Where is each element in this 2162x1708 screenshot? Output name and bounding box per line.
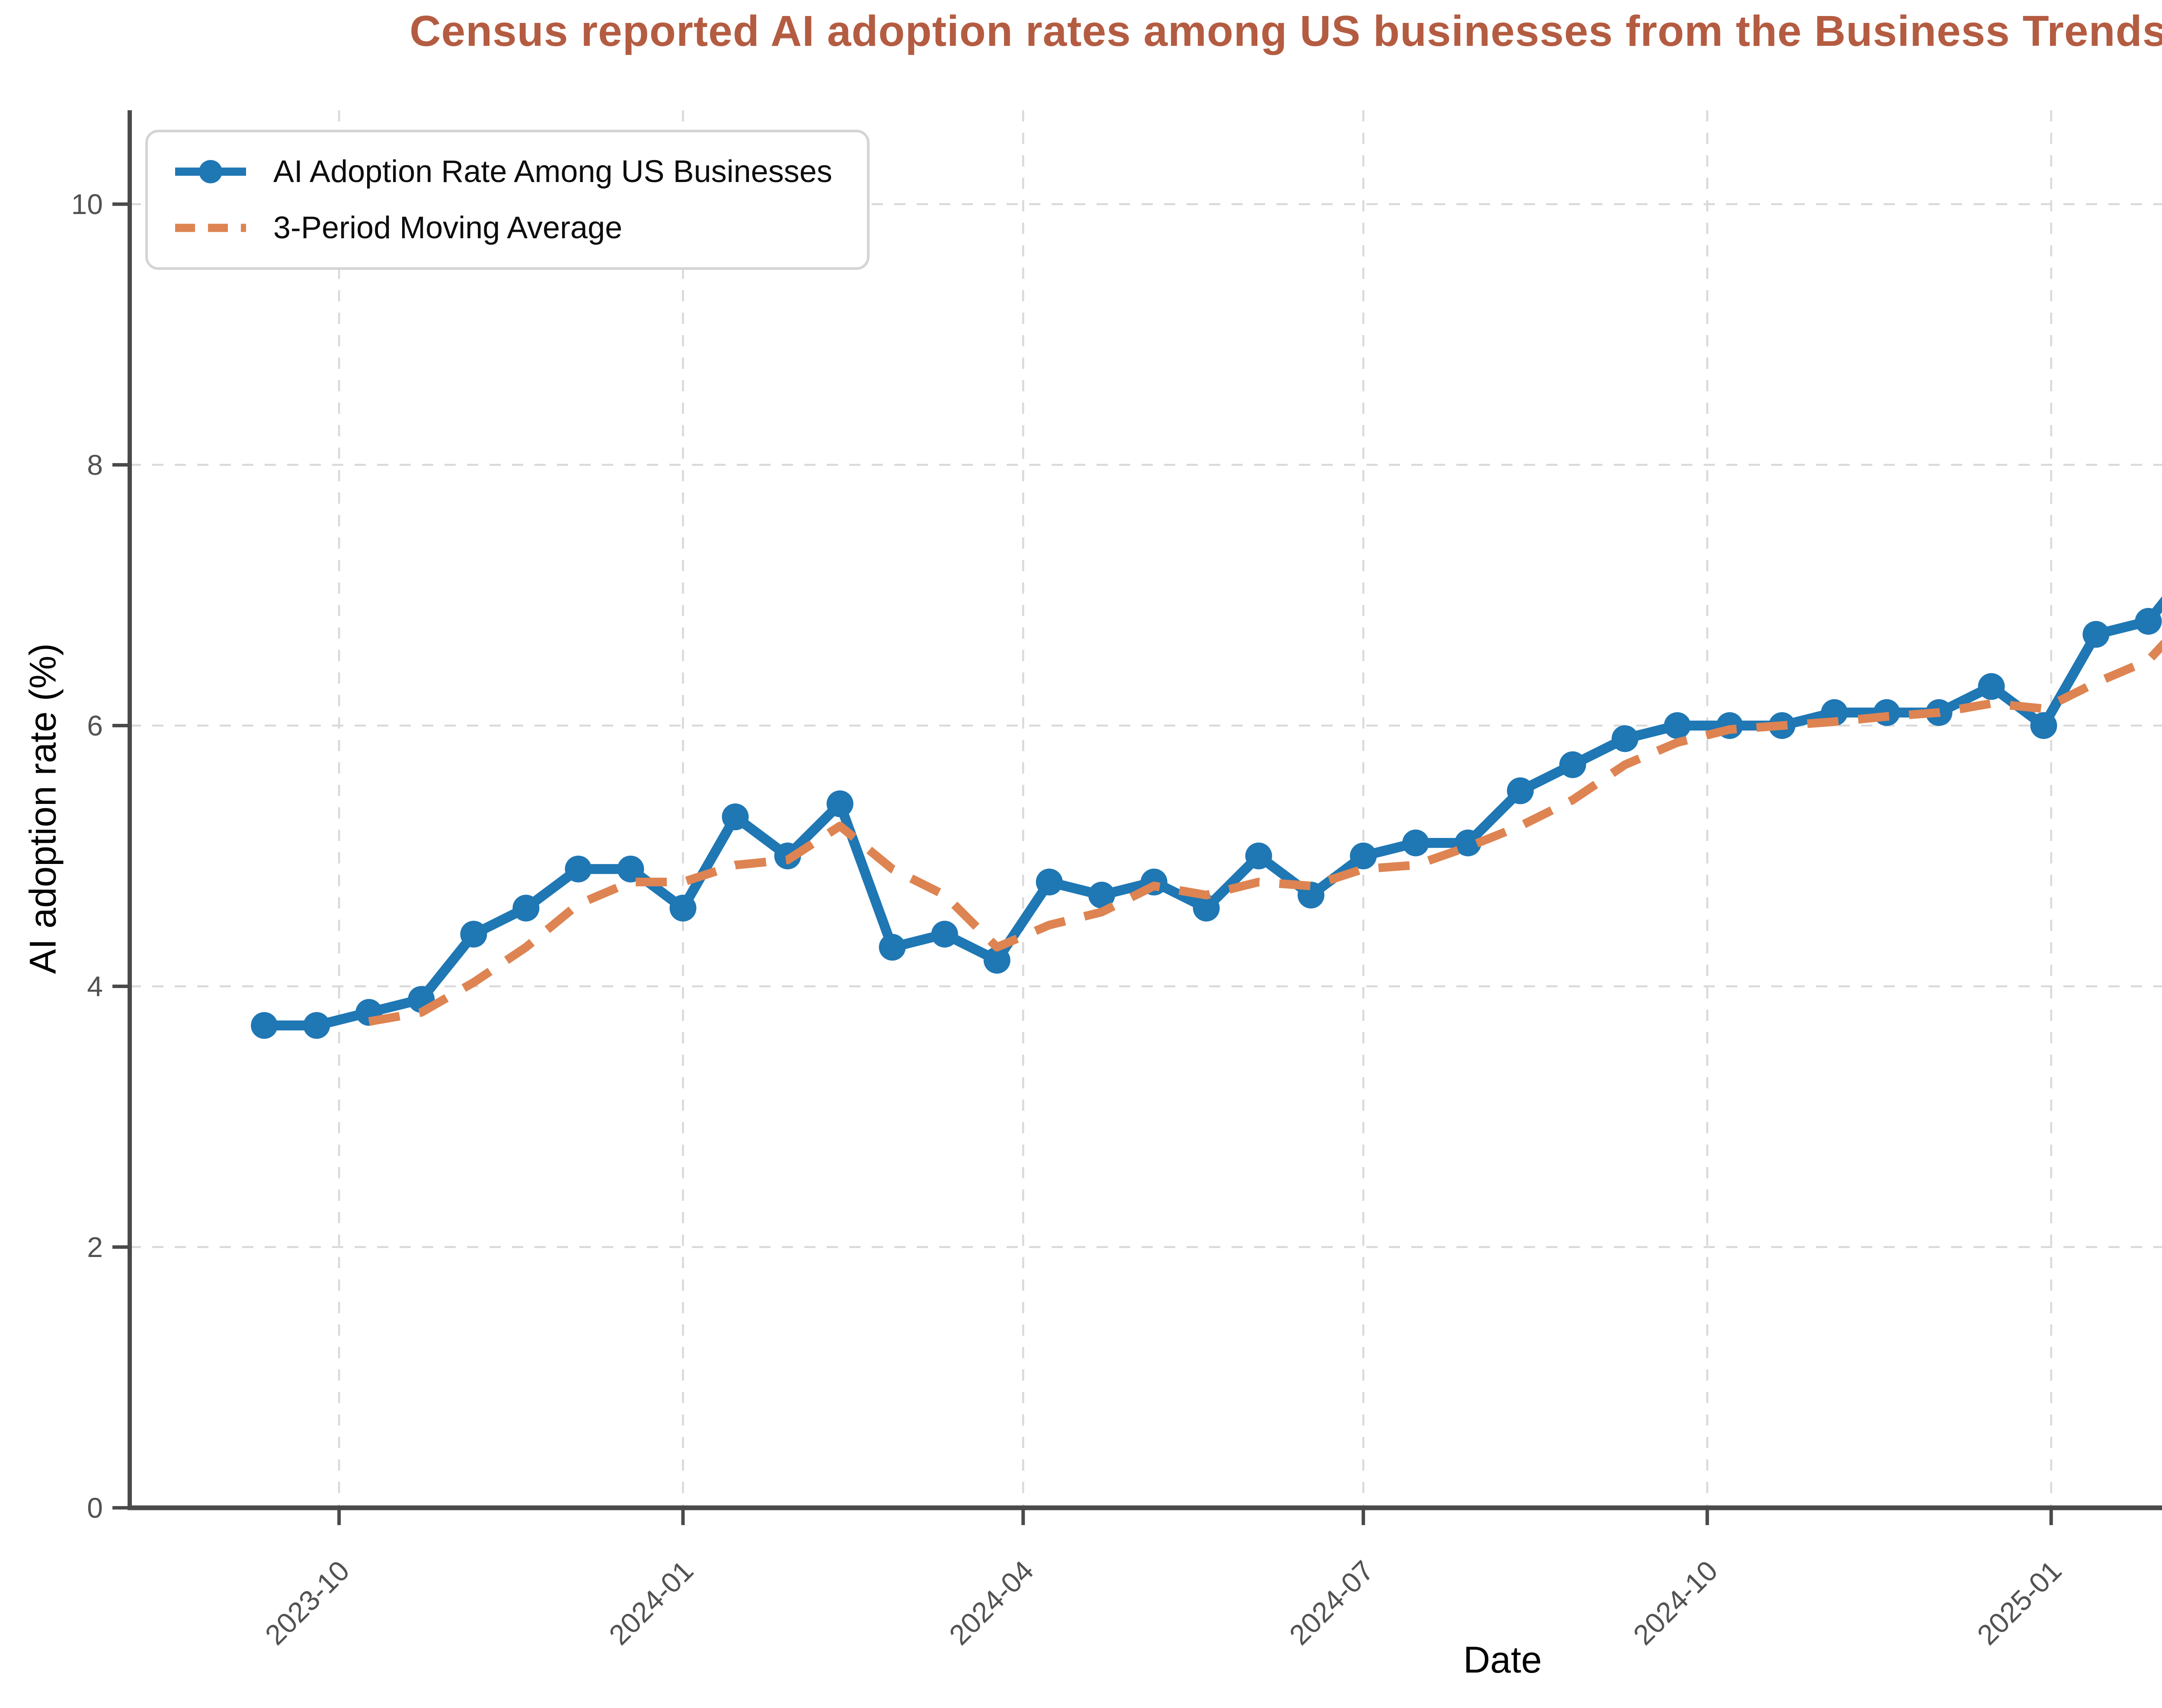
ai-adoption-marker (1612, 725, 1639, 752)
x-tick-label: 2024-10 (1627, 1554, 1724, 1651)
y-tick-label: 0 (87, 1492, 103, 1524)
legend-label-adoption-rate: AI Adoption Rate Among US Businesses (273, 154, 832, 189)
ai-adoption-marker (931, 921, 958, 948)
ai-adoption-marker (1193, 895, 1220, 922)
grid-layer (130, 110, 2162, 1508)
ai-adoption-marker (879, 934, 906, 961)
y-tick-label: 4 (87, 970, 103, 1002)
ai-adoption-marker (2082, 621, 2110, 648)
legend: AI Adoption Rate Among US Businesses 3-P… (145, 130, 870, 270)
ai-adoption-marker (2030, 712, 2057, 739)
ai-adoption-marker (1402, 829, 1429, 857)
ai-adoption-marker (1088, 882, 1115, 908)
y-tick-label: 2 (87, 1231, 103, 1263)
moving-average-line (368, 639, 2162, 1026)
legend-label-moving-average: 3-Period Moving Average (273, 211, 623, 245)
ai-adoption-marker (2135, 608, 2162, 635)
ai-adoption-marker (460, 921, 487, 948)
ai-adoption-marker (1559, 751, 1586, 778)
ai-adoption-marker (826, 790, 854, 817)
ai-adoption-marker (565, 855, 592, 883)
y-axis-label: AI adoption rate (%) (22, 643, 64, 974)
ai-adoption-marker (251, 1012, 278, 1039)
ai-adoption-marker (1455, 829, 1481, 857)
x-tick-label: 2024-01 (603, 1554, 700, 1651)
axes-spines (128, 110, 2162, 1510)
ai-adoption-marker (303, 1012, 330, 1039)
ai-adoption-marker (1664, 712, 1691, 739)
ai-adoption-marker (1036, 868, 1063, 896)
legend-swatch-dashed-line-icon (175, 224, 246, 232)
ai-adoption-marker (1507, 777, 1534, 804)
x-tick-label: 2023-10 (259, 1554, 355, 1651)
legend-item-adoption-rate: AI Adoption Rate Among US Businesses (172, 154, 832, 189)
ai-adoption-marker (669, 895, 697, 922)
x-axis-label: Date (1463, 1639, 1542, 1681)
ai-adoption-marker (617, 855, 644, 883)
ai-adoption-marker (1350, 842, 1377, 870)
ai-adoption-marker (1978, 673, 2005, 700)
x-tick-label: 2025-01 (1971, 1554, 2068, 1651)
x-tick-label: 2024-04 (943, 1554, 1040, 1651)
x-tick-label: 2024-07 (1283, 1554, 1380, 1651)
tick-layer: 0 2 4 6 8 10 2023-10 2024-01 2024-04 2024-07 2024-… (71, 188, 2068, 1651)
series-layer (251, 596, 2162, 1039)
y-tick-label: 6 (87, 710, 103, 742)
y-tick-label: 8 (87, 449, 103, 481)
legend-item-moving-average: 3-Period Moving Average (172, 210, 832, 246)
ai-adoption-marker (512, 895, 540, 922)
ai-adoption-marker (983, 947, 1011, 974)
chart-title: Census reported AI adoption rates among … (409, 7, 2162, 55)
ai-adoption-marker (722, 803, 749, 831)
legend-swatch-line-marker-icon (175, 160, 246, 183)
y-tick-label: 10 (71, 188, 103, 220)
ai-adoption-marker (1245, 842, 1272, 870)
